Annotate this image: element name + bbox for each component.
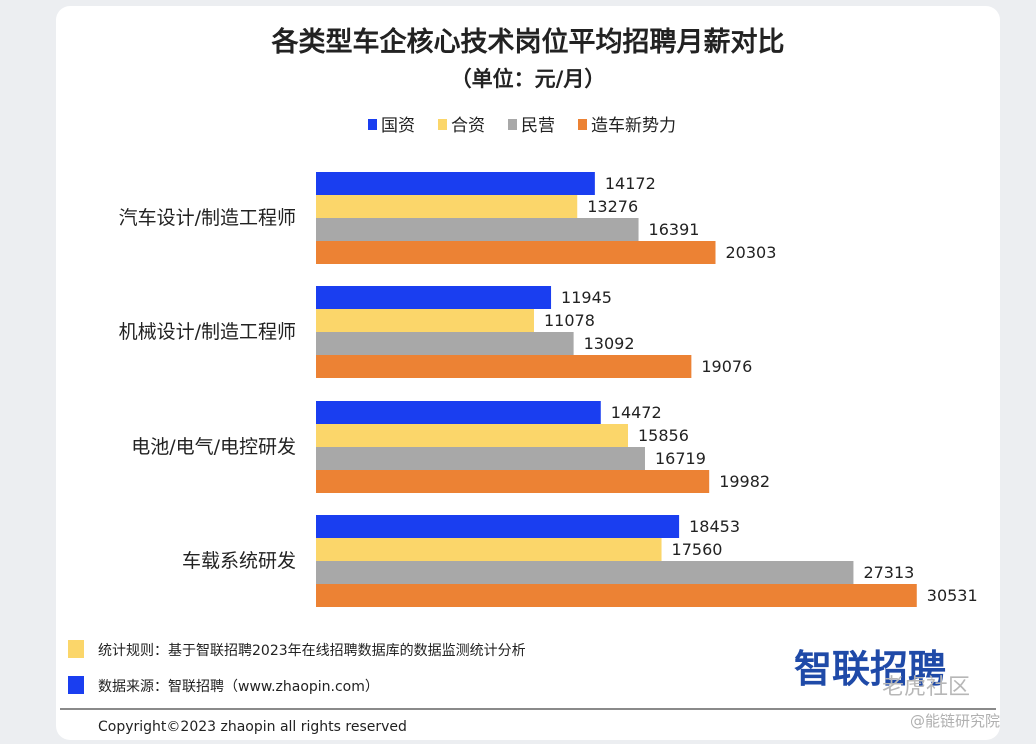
rule-text: 统计规则：基于智联招聘2023年在线招聘数据库的数据监测统计分析 [98, 642, 526, 659]
bar-value-3-2: 27313 [863, 563, 914, 582]
bar-value-3-1: 17560 [672, 540, 723, 559]
legend-label-2: 民营 [521, 116, 555, 136]
zhaopin-logo: 智联招聘 [794, 647, 946, 691]
bar-2-0 [316, 401, 601, 424]
watermark-main: 老虎社区 [882, 675, 970, 700]
bar-0-1 [316, 195, 578, 218]
legend-swatch-1 [438, 119, 447, 130]
category-label-2: 电池/电气/电控研发 [131, 436, 296, 458]
bar-3-3 [316, 584, 917, 607]
bar-2-2 [316, 447, 645, 470]
legend-swatch-0 [368, 119, 377, 130]
bar-value-0-2: 16391 [649, 220, 700, 239]
bar-value-2-3: 19982 [719, 472, 770, 491]
bar-value-1-1: 11078 [544, 311, 595, 330]
legend-label-3: 造车新势力 [591, 116, 676, 136]
rule-swatch [68, 640, 84, 658]
bar-0-2 [316, 218, 639, 241]
bar-value-0-1: 13276 [587, 197, 638, 216]
source-text: 数据来源：智联招聘（www.zhaopin.com） [98, 679, 379, 695]
bar-value-2-2: 16719 [655, 449, 706, 468]
bar-1-0 [316, 286, 552, 309]
legend: 国资 合资 民营 造车新势力 [368, 116, 676, 136]
legend-label-0: 国资 [381, 116, 415, 136]
bar-2-1 [316, 424, 629, 447]
bar-1-1 [316, 309, 534, 332]
category-label-3: 车载系统研发 [182, 550, 296, 572]
bar-3-2 [316, 561, 854, 584]
chart-svg: 各类型车企核心技术岗位平均招聘月薪对比 （单位：元/月） 国资 合资 民营 造车新势力… [60, 26, 1000, 735]
legend-label-1: 合资 [451, 116, 485, 136]
bar-value-1-2: 13092 [584, 334, 635, 353]
bar-value-0-0: 14172 [605, 174, 656, 193]
bar-3-1 [316, 538, 662, 561]
chart-card: 各类型车企核心技术岗位平均招聘月薪对比 （单位：元/月） 国资 合资 民营 造车新势力… [56, 6, 1000, 740]
legend-swatch-3 [578, 119, 587, 130]
bar-value-3-3: 30531 [927, 586, 978, 605]
bar-1-3 [316, 355, 692, 378]
category-label-1: 机械设计/制造工程师 [119, 321, 296, 343]
bar-3-0 [316, 515, 680, 538]
plot-area: 汽车设计/制造工程师 14172 13276 16391 20303 机械设计/制造工程师… [119, 172, 978, 607]
chart-subtitle: （单位：元/月） [451, 67, 606, 91]
bar-value-0-3: 20303 [726, 243, 777, 262]
bar-0-3 [316, 241, 716, 264]
bar-1-2 [316, 332, 574, 355]
bar-value-1-3: 19076 [701, 357, 752, 376]
bar-value-3-0: 18453 [689, 517, 740, 536]
bar-0-0 [316, 172, 595, 195]
bar-value-1-0: 11945 [561, 288, 612, 307]
copyright-text: Copyright©2023 zhaopin all rights reserv… [98, 719, 407, 735]
legend-swatch-2 [508, 119, 517, 130]
bar-value-2-1: 15856 [638, 426, 689, 445]
chart-title: 各类型车企核心技术岗位平均招聘月薪对比 [271, 26, 785, 58]
source-swatch [68, 676, 84, 694]
bar-2-3 [316, 470, 710, 493]
bar-value-2-0: 14472 [611, 403, 662, 422]
category-label-0: 汽车设计/制造工程师 [119, 207, 296, 229]
watermark-sub: @能链研究院 [910, 712, 1000, 730]
